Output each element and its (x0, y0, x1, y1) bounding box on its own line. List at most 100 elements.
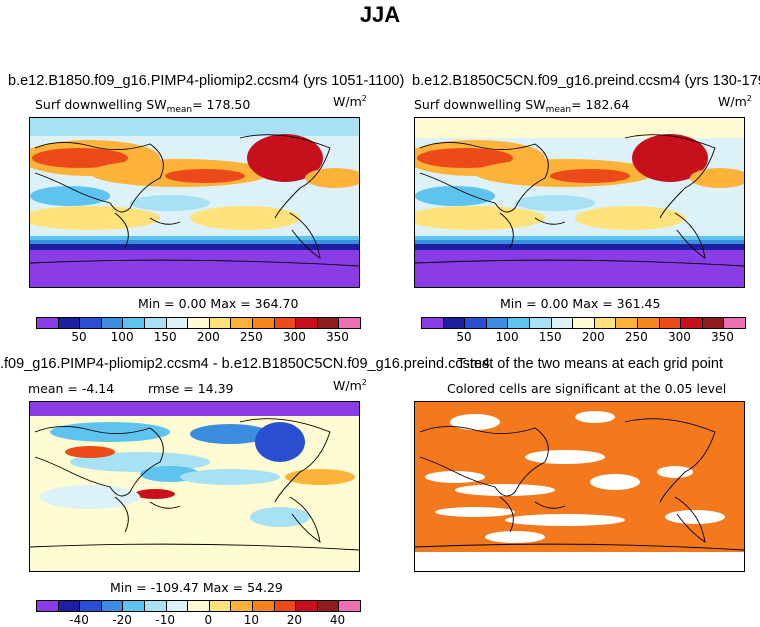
colorbar-tick-label: 40 (329, 613, 346, 627)
colorbar-swatch (101, 318, 124, 328)
panel3-title: .f09_g16.PIMP4-pliomip2.ccsm4 - b.e12.B1… (0, 356, 491, 372)
colorbar-tick-label: 300 (282, 330, 306, 344)
colorbar-swatch (166, 601, 189, 611)
colorbar-swatch (123, 601, 145, 611)
panel2-title: b.e12.B1850C5CN.f09_g16.preind.ccsm4 (yr… (412, 73, 760, 89)
panel1-colorbar-ticks: 50 100 150 200 250 300 350 (36, 328, 359, 344)
colorbar-tick-label: 150 (153, 330, 177, 344)
colorbar-swatch (486, 318, 509, 328)
colorbar-swatch (422, 318, 444, 328)
colorbar-swatch (317, 318, 340, 328)
colorbar-swatch (101, 601, 124, 611)
panel2-colorbar-swatches (422, 318, 745, 328)
panel2-map (414, 117, 745, 288)
panel3-min-max: Min = -109.47 Max = 54.29 (110, 580, 283, 595)
panel3-colorbar (36, 600, 361, 612)
panel4-field (415, 402, 744, 571)
colorbar-swatch (188, 601, 210, 611)
panel3-units: W/m2 (333, 378, 367, 393)
panel2-variable: Surf downwelling SW (414, 97, 546, 112)
colorbar-swatch (594, 318, 617, 328)
panel1-mean-eq: = (192, 97, 207, 112)
colorbar-swatch (637, 318, 660, 328)
panel1-mean-value: 178.50 (206, 97, 251, 112)
colorbar-swatch (252, 318, 275, 328)
colorbar-tick-label: 150 (538, 330, 562, 344)
colorbar-swatch (274, 601, 297, 611)
colorbar-swatch (37, 318, 59, 328)
colorbar-tick-label: 10 (243, 613, 259, 627)
colorbar-swatch (317, 601, 340, 611)
panel4-title: T-test of the two means at each grid poi… (457, 356, 723, 372)
colorbar-tick-label: 250 (624, 330, 648, 344)
panel1-min-max: Min = 0.00 Max = 364.70 (138, 296, 299, 311)
colorbar-swatch (296, 601, 318, 611)
panel2-stats: Surf downwelling SWmean= 182.64 (414, 97, 629, 115)
colorbar-tick-label: -20 (112, 613, 132, 627)
panel2-mean-eq: = (571, 97, 586, 112)
colorbar-swatch (58, 318, 81, 328)
colorbar-swatch (443, 318, 466, 328)
panel1-colorbar (36, 317, 361, 329)
colorbar-swatch (339, 601, 360, 611)
colorbar-swatch (573, 318, 595, 328)
colorbar-swatch (529, 318, 552, 328)
colorbar-swatch (252, 601, 275, 611)
colorbar-swatch (551, 318, 574, 328)
colorbar-swatch (616, 318, 638, 328)
colorbar-tick-label: 50 (71, 330, 87, 344)
panel3-map (29, 401, 360, 572)
colorbar-tick-label: 50 (456, 330, 472, 344)
colorbar-swatch (166, 318, 189, 328)
colorbar-swatch (37, 601, 59, 611)
colorbar-swatch (508, 318, 530, 328)
colorbar-swatch (58, 601, 81, 611)
colorbar-swatch (144, 318, 167, 328)
colorbar-swatch (123, 318, 145, 328)
panel2-field (415, 118, 744, 287)
panel3-colorbar-swatches (37, 601, 360, 611)
colorbar-swatch (681, 318, 703, 328)
colorbar-swatch (296, 318, 318, 328)
colorbar-swatch (80, 318, 102, 328)
colorbar-tick-label: 250 (239, 330, 263, 344)
colorbar-swatch (339, 318, 360, 328)
panel3-field (30, 402, 359, 571)
colorbar-tick-label: -40 (69, 613, 89, 627)
colorbar-swatch (231, 601, 253, 611)
colorbar-swatch (188, 318, 210, 328)
colorbar-swatch (659, 318, 682, 328)
panel1-title: b.e12.B1850.f09_g16.PIMP4-pliomip2.ccsm4… (8, 73, 405, 89)
panel3-colorbar-ticks: -40 -20 -10 0 10 20 40 (36, 611, 359, 627)
colorbar-tick-label: 350 (326, 330, 349, 344)
colorbar-swatch (209, 601, 232, 611)
colorbar-tick-label: 20 (286, 613, 303, 627)
panel3-mean: mean = -4.14 (28, 381, 115, 396)
panel2-colorbar-ticks: 50 100 150 200 250 300 350 (421, 328, 744, 344)
figure-title: JJA (359, 2, 401, 27)
panel1-stats: Surf downwelling SWmean= 178.50 (35, 97, 251, 115)
panel1-units: W/m2 (333, 94, 367, 109)
colorbar-tick-label: 100 (110, 330, 134, 344)
colorbar-tick-label: 350 (711, 330, 734, 344)
panel1-field (30, 118, 359, 287)
panel2-mean-label: mean (545, 105, 572, 115)
colorbar-tick-label: 200 (581, 330, 605, 344)
colorbar-tick-label: 100 (495, 330, 519, 344)
panel3-rmse: rmse = 14.39 (148, 381, 234, 396)
colorbar-swatch (724, 318, 745, 328)
colorbar-swatch (274, 318, 297, 328)
panel1-mean-label: mean (166, 105, 193, 115)
colorbar-swatch (209, 318, 232, 328)
panel1-colorbar-swatches (37, 318, 360, 328)
panel2-colorbar (421, 317, 746, 329)
panel2-units: W/m2 (718, 94, 752, 109)
panel2-min-max: Min = 0.00 Max = 361.45 (500, 296, 661, 311)
colorbar-swatch (80, 601, 102, 611)
colorbar-tick-label: 0 (204, 613, 213, 627)
panel1-variable: Surf downwelling SW (35, 97, 167, 112)
colorbar-swatch (231, 318, 253, 328)
colorbar-swatch (144, 601, 167, 611)
panel4-map (414, 401, 745, 572)
panel1-map (29, 117, 360, 288)
